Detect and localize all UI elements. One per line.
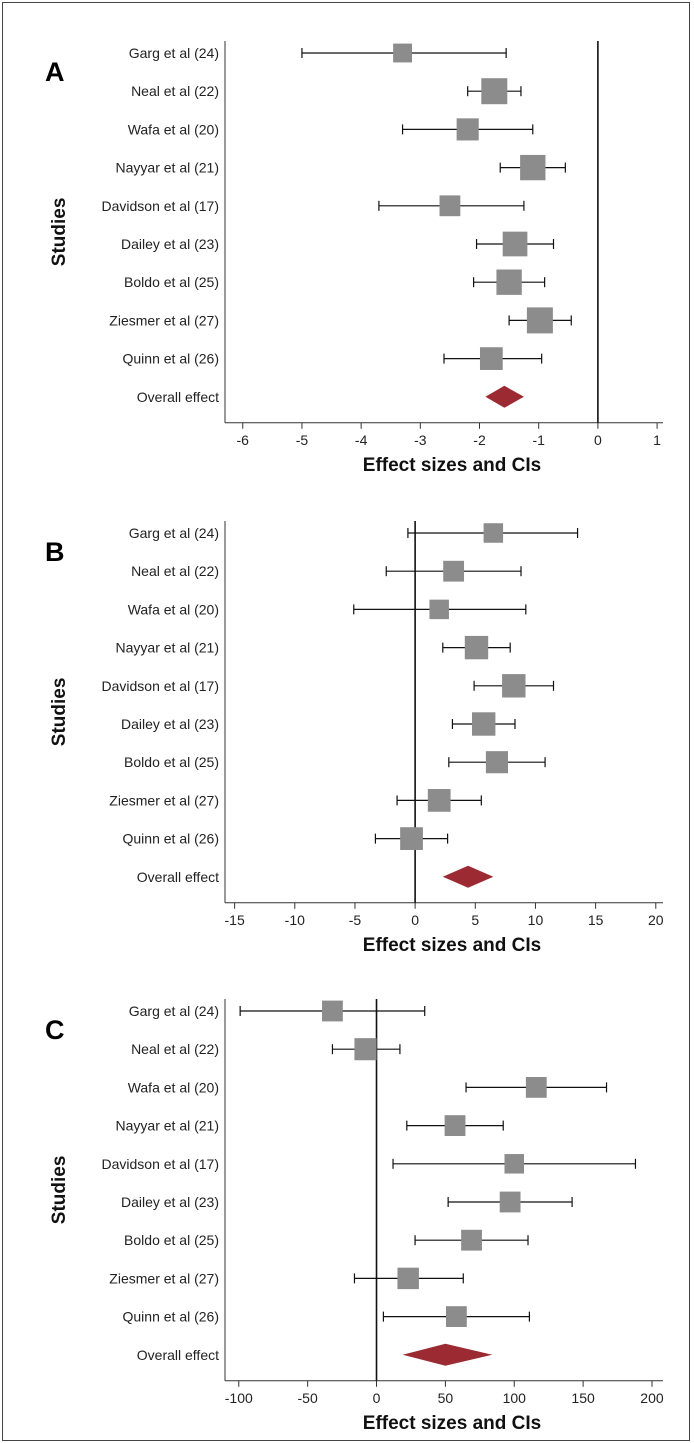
study-label: Boldo et al (25) bbox=[124, 754, 219, 770]
x-tick-label: 200 bbox=[640, 1390, 664, 1406]
study-label: Ziesmer et al (27) bbox=[109, 792, 219, 808]
x-axis-label: Effect sizes and CIs bbox=[363, 455, 541, 476]
study-effect-marker bbox=[499, 1191, 521, 1213]
x-tick-label: 0 bbox=[373, 1390, 381, 1406]
study-label: Wafa et al (20) bbox=[128, 601, 219, 617]
study-effect-marker bbox=[481, 78, 508, 105]
study-label: Dailey et al (23) bbox=[121, 716, 219, 732]
x-tick-label: -10 bbox=[285, 912, 305, 928]
x-tick-label: -1 bbox=[532, 432, 545, 448]
study-label: Quinn et al (26) bbox=[123, 831, 220, 847]
study-effect-marker bbox=[322, 1000, 343, 1022]
study-effect-marker bbox=[502, 231, 528, 257]
y-axis-label: Studies bbox=[49, 678, 70, 747]
study-label: Wafa et al (20) bbox=[128, 1079, 219, 1095]
x-tick-label: -2 bbox=[473, 432, 486, 448]
x-tick-label: -5 bbox=[349, 912, 362, 928]
study-label: Neal et al (22) bbox=[131, 83, 219, 99]
study-effect-marker bbox=[502, 674, 526, 698]
study-effect-marker bbox=[464, 635, 489, 660]
overall-effect-diamond bbox=[485, 385, 524, 408]
study-effect-marker bbox=[397, 1267, 419, 1290]
study-effect-marker bbox=[393, 43, 412, 63]
study-effect-marker bbox=[456, 118, 479, 141]
study-label: Boldo et al (25) bbox=[124, 1232, 219, 1248]
study-effect-marker bbox=[483, 523, 504, 543]
study-effect-marker bbox=[400, 827, 423, 850]
study-label: Ziesmer et al (27) bbox=[109, 312, 219, 328]
study-label: Wafa et al (20) bbox=[128, 121, 219, 137]
forest-plot-panel-c: C Studies -100 -50 0 50 100 150 200 Effect sizes … bbox=[45, 999, 664, 1434]
x-tick-label: -5 bbox=[296, 432, 309, 448]
y-axis-label: Studies bbox=[49, 198, 70, 267]
x-axis-label: Effect sizes and CIs bbox=[363, 1413, 541, 1434]
study-effect-marker bbox=[496, 269, 522, 295]
overall-effect-label: Overall effect bbox=[137, 389, 219, 405]
forest-plot-panel-a: A Studies -6 -5 -4 -3 -2 -1 0 1 Effect sizes and C… bbox=[45, 41, 663, 476]
study-effect-marker bbox=[479, 347, 503, 370]
x-tick-label: 100 bbox=[503, 1390, 527, 1406]
study-effect-marker bbox=[525, 1077, 547, 1098]
study-effect-marker bbox=[439, 195, 461, 217]
study-label: Davidson et al (17) bbox=[101, 198, 219, 214]
x-tick-label: -6 bbox=[237, 432, 250, 448]
study-label: Quinn et al (26) bbox=[123, 1309, 220, 1325]
x-tick-label: -15 bbox=[225, 912, 245, 928]
study-label: Garg et al (24) bbox=[129, 1003, 219, 1019]
study-effect-marker bbox=[443, 560, 465, 582]
overall-effect-diamond bbox=[402, 1343, 493, 1366]
study-effect-marker bbox=[429, 599, 449, 620]
study-label: Nayyar et al (21) bbox=[116, 640, 219, 656]
study-label: Davidson et al (17) bbox=[101, 678, 219, 694]
study-label: Neal et al (22) bbox=[131, 563, 219, 579]
x-tick-label: 0 bbox=[411, 912, 419, 928]
x-axis-label: Effect sizes and CIs bbox=[363, 935, 541, 956]
x-tick-label: 10 bbox=[528, 912, 544, 928]
study-effect-marker bbox=[427, 789, 451, 812]
x-tick-label: 50 bbox=[438, 1390, 454, 1406]
study-label: Quinn et al (26) bbox=[123, 351, 220, 367]
study-effect-marker bbox=[526, 307, 553, 334]
study-effect-marker bbox=[354, 1038, 377, 1061]
study-effect-marker bbox=[504, 1154, 524, 1174]
study-label: Dailey et al (23) bbox=[121, 1194, 219, 1210]
forest-plot-panel-b: B Studies -15 -10 -5 0 5 10 15 20 Effect sizes and… bbox=[45, 521, 664, 956]
study-label: Neal et al (22) bbox=[131, 1041, 219, 1057]
study-label: Garg et al (24) bbox=[129, 45, 219, 61]
x-tick-label: 20 bbox=[648, 912, 664, 928]
x-tick-label: -50 bbox=[298, 1390, 318, 1406]
study-effect-marker bbox=[520, 154, 546, 181]
study-label: Garg et al (24) bbox=[129, 525, 219, 541]
overall-effect-label: Overall effect bbox=[137, 869, 219, 885]
panel-letter: C bbox=[45, 1015, 65, 1045]
study-label: Dailey et al (23) bbox=[121, 236, 219, 252]
study-effect-marker bbox=[445, 1306, 467, 1327]
study-effect-marker bbox=[461, 1229, 482, 1251]
y-axis-label: Studies bbox=[49, 1156, 70, 1225]
study-label: Nayyar et al (21) bbox=[116, 160, 219, 176]
x-tick-label: -3 bbox=[414, 432, 427, 448]
study-label: Boldo et al (25) bbox=[124, 274, 219, 290]
panel-letter: B bbox=[45, 537, 65, 567]
study-label: Nayyar et al (21) bbox=[116, 1118, 219, 1134]
x-tick-label: 15 bbox=[588, 912, 604, 928]
x-tick-label: 150 bbox=[571, 1390, 595, 1406]
study-label: Ziesmer et al (27) bbox=[109, 1270, 219, 1286]
study-label: Davidson et al (17) bbox=[101, 1156, 219, 1172]
x-tick-label: -4 bbox=[355, 432, 368, 448]
x-tick-label: 5 bbox=[471, 912, 479, 928]
study-effect-marker bbox=[485, 751, 508, 774]
x-tick-label: 1 bbox=[653, 432, 661, 448]
overall-effect-label: Overall effect bbox=[137, 1347, 219, 1363]
study-effect-marker bbox=[444, 1115, 466, 1136]
x-tick-label: -100 bbox=[225, 1390, 253, 1406]
study-effect-marker bbox=[472, 712, 496, 736]
overall-effect-diamond bbox=[442, 865, 494, 888]
x-tick-label: 0 bbox=[594, 432, 602, 448]
panel-letter: A bbox=[45, 57, 65, 87]
